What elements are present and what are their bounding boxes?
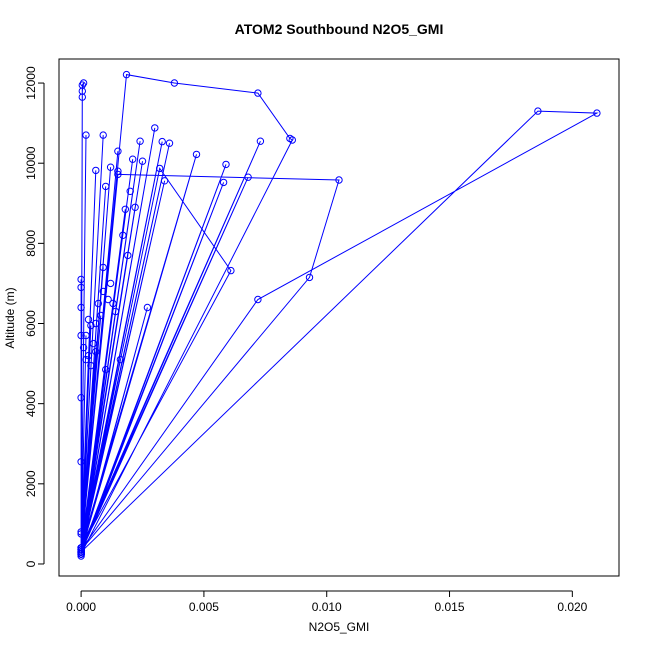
data-point bbox=[87, 361, 95, 370]
data-point bbox=[131, 203, 139, 212]
data-point bbox=[78, 93, 87, 101]
data-point bbox=[77, 546, 85, 554]
data-point bbox=[102, 365, 110, 374]
data-point bbox=[92, 347, 100, 356]
data-point bbox=[305, 273, 314, 282]
data-point bbox=[82, 355, 90, 364]
data-point bbox=[94, 299, 103, 308]
data-point bbox=[92, 319, 100, 328]
x-axis: 0.000 0.005 0.010 0.015 0.020 bbox=[66, 590, 588, 614]
data-point bbox=[165, 139, 174, 147]
data-point bbox=[160, 177, 169, 185]
data-point bbox=[97, 311, 105, 320]
data-point bbox=[143, 303, 152, 312]
data-point bbox=[227, 266, 235, 275]
y-tick-label: 0 bbox=[24, 560, 38, 567]
data-point bbox=[335, 176, 343, 184]
data-point bbox=[77, 528, 85, 536]
y-tick-label: 4000 bbox=[24, 390, 38, 417]
series-line bbox=[80, 74, 599, 556]
data-point bbox=[104, 295, 112, 304]
x-tick-label: 0.000 bbox=[66, 600, 96, 614]
data-point bbox=[77, 275, 85, 284]
x-axis-label: N2O5_GMI bbox=[309, 620, 370, 634]
data-point bbox=[77, 331, 85, 340]
data-point bbox=[79, 343, 88, 352]
data-point bbox=[77, 458, 85, 466]
data-point bbox=[192, 150, 201, 159]
data-point bbox=[534, 107, 542, 115]
data-point bbox=[170, 79, 179, 87]
data-point bbox=[109, 299, 117, 308]
data-point bbox=[126, 187, 134, 196]
data-point bbox=[151, 124, 159, 132]
data-point bbox=[244, 173, 252, 181]
data-point bbox=[124, 251, 132, 260]
data-point bbox=[256, 137, 265, 145]
data-point bbox=[92, 166, 100, 175]
data-point bbox=[77, 548, 85, 556]
y-tick-label: 10000 bbox=[24, 146, 38, 180]
data-point bbox=[114, 167, 122, 175]
data-point bbox=[99, 131, 107, 139]
data-point bbox=[129, 155, 137, 163]
data-point bbox=[77, 550, 85, 558]
data-point bbox=[82, 331, 90, 340]
y-tick-label: 2000 bbox=[24, 470, 38, 497]
data-point bbox=[111, 307, 120, 316]
data-point bbox=[106, 279, 115, 288]
data-point bbox=[219, 178, 228, 187]
data-point bbox=[138, 157, 147, 165]
data-point bbox=[114, 170, 122, 179]
data-point bbox=[99, 287, 107, 296]
data-point bbox=[288, 136, 296, 144]
data-point bbox=[106, 163, 115, 171]
x-tick-label: 0.005 bbox=[189, 600, 219, 614]
data-series bbox=[77, 70, 601, 560]
x-tick-label: 0.010 bbox=[312, 600, 342, 614]
data-point bbox=[77, 394, 85, 402]
data-point bbox=[593, 109, 601, 117]
data-point bbox=[136, 137, 144, 145]
data-point bbox=[119, 231, 127, 240]
data-point bbox=[79, 79, 88, 87]
data-point bbox=[82, 131, 90, 139]
data-point bbox=[77, 303, 85, 312]
plot-frame bbox=[58, 58, 620, 577]
data-point bbox=[77, 530, 85, 538]
data-point bbox=[158, 137, 166, 146]
y-axis: 0 2000 4000 6000 8000 10000 12000 bbox=[24, 66, 45, 567]
data-point bbox=[84, 351, 93, 360]
y-axis-label: Altitude (m) bbox=[3, 287, 17, 348]
data-point bbox=[102, 182, 110, 191]
data-point bbox=[254, 295, 262, 304]
data-point bbox=[122, 70, 131, 79]
plot-area bbox=[77, 70, 601, 560]
data-point bbox=[84, 315, 93, 324]
data-point bbox=[89, 339, 98, 348]
data-point bbox=[116, 355, 125, 364]
data-point bbox=[156, 164, 164, 173]
data-point bbox=[114, 147, 122, 155]
data-point bbox=[222, 160, 230, 169]
x-tick-label: 0.020 bbox=[557, 600, 587, 614]
data-point bbox=[121, 205, 130, 214]
data-point bbox=[77, 283, 85, 292]
y-tick-label: 8000 bbox=[24, 230, 38, 257]
y-tick-label: 6000 bbox=[24, 310, 38, 337]
data-point bbox=[99, 263, 107, 272]
chart-title: ATOM2 Southbound N2O5_GMI bbox=[235, 21, 444, 37]
data-point bbox=[254, 89, 262, 97]
x-tick-label: 0.015 bbox=[435, 600, 465, 614]
y-tick-label: 12000 bbox=[24, 66, 38, 100]
